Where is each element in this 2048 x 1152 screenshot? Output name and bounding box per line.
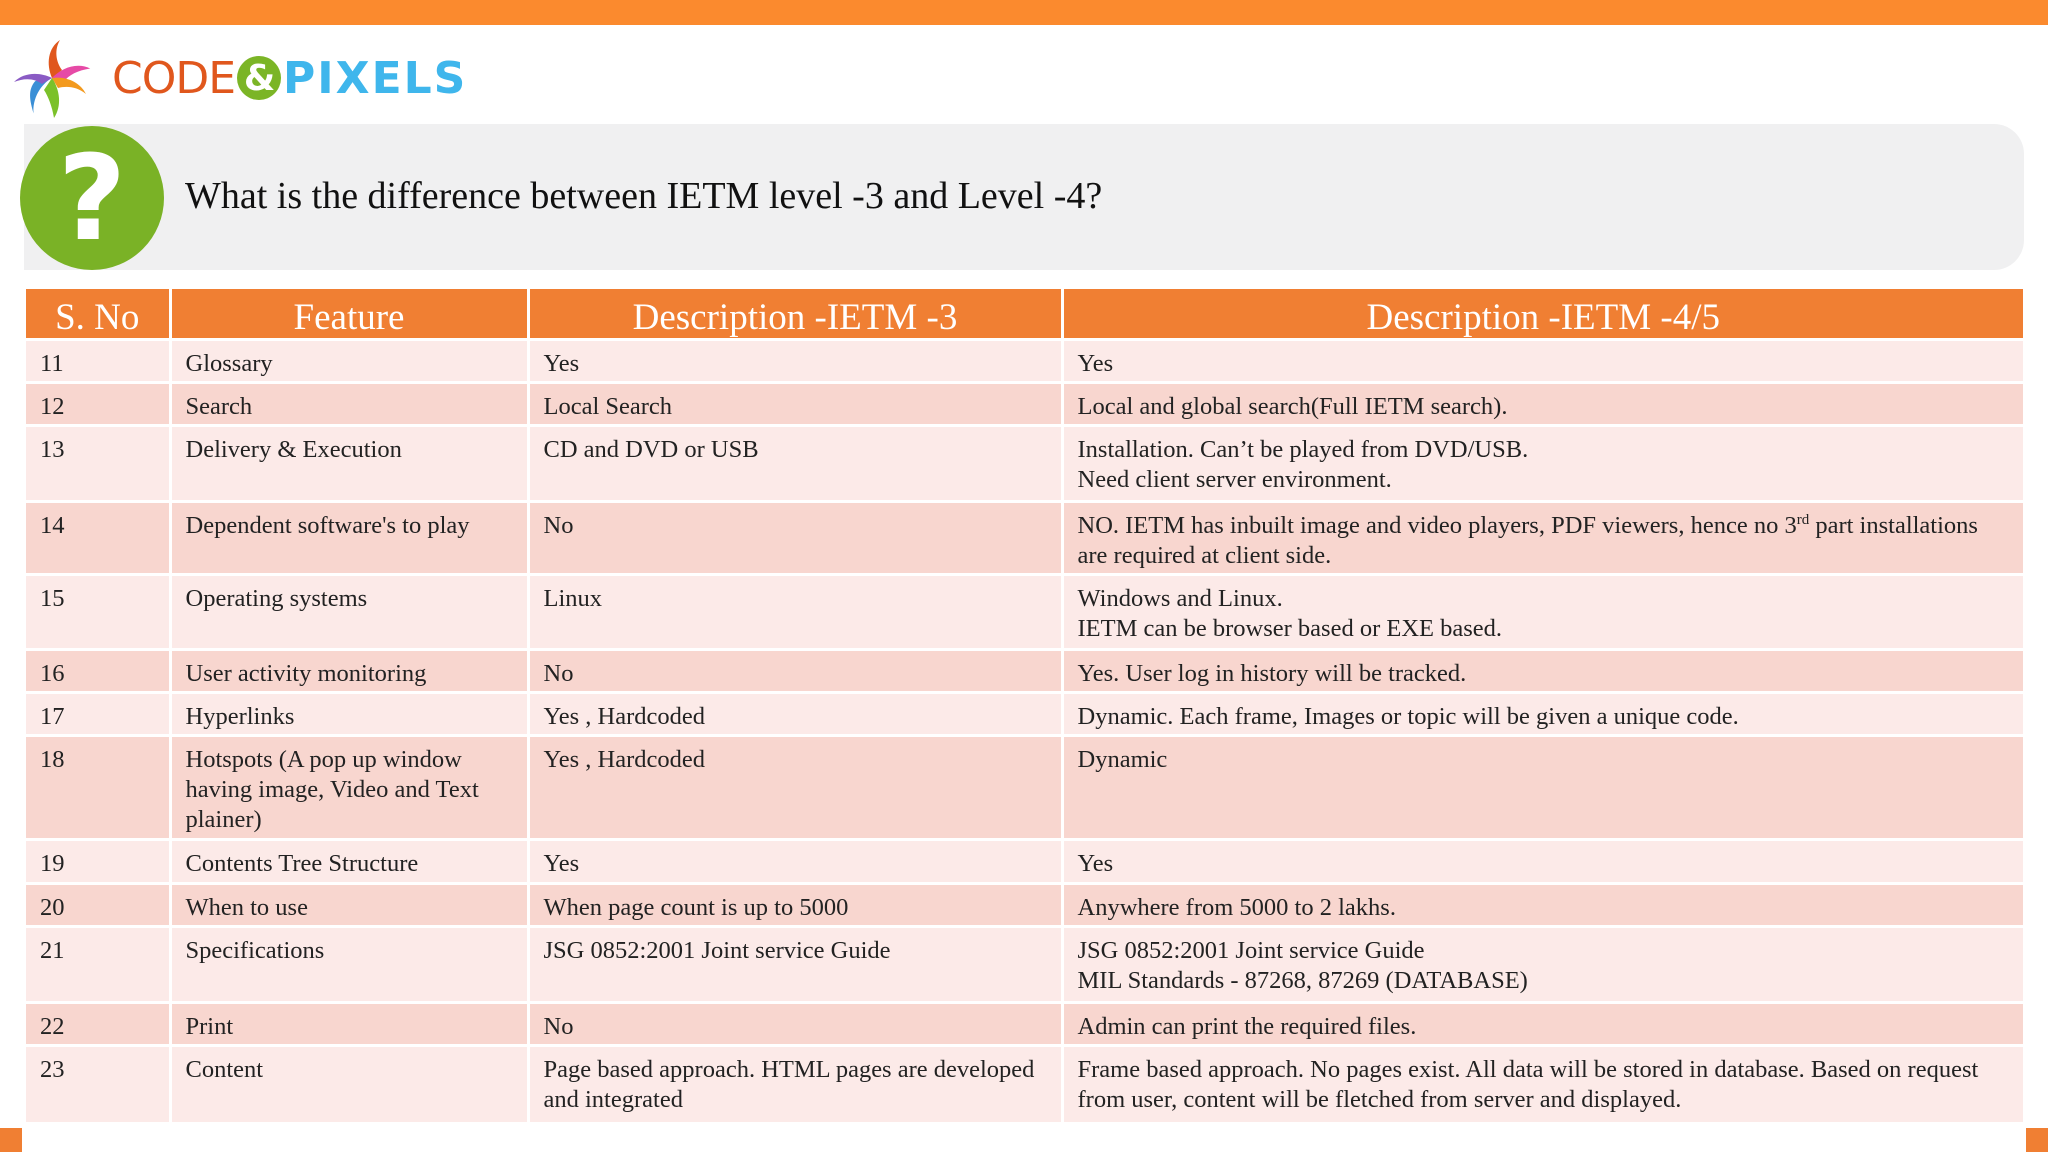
cell-ietm3: JSG 0852:2001 Joint service Guide [526, 925, 1062, 1003]
table-row: 22 Print No Admin can print the required fi… [26, 1001, 2023, 1046]
comparison-table: S. No Feature Description -IETM -3 Descr… [26, 289, 2023, 1122]
corner-accent-right [2026, 1128, 2048, 1152]
table-row: 15 Operating systems Linux Windows and Linu… [26, 573, 2023, 650]
cell-sno: 17 [26, 691, 170, 736]
question-title: What is the difference between IETM leve… [185, 175, 1103, 217]
cell-sno: 15 [26, 573, 170, 650]
cell-ietm3: Yes [526, 838, 1062, 884]
cell-sno: 19 [26, 838, 170, 884]
cell-text: part installations are required at clien… [1077, 512, 1978, 569]
cell-ietm3: Local Search [526, 381, 1062, 426]
cell-sno: 18 [26, 734, 170, 840]
cell-feature: Operating systems [168, 573, 528, 650]
logo-code-text: CODE [112, 52, 236, 104]
cell-sno: 23 [26, 1044, 170, 1122]
cell-ietm3: Yes , Hardcoded [526, 734, 1062, 840]
logo-wordmark: CODE & PIXELS [112, 53, 467, 104]
cell-sno: 20 [26, 882, 170, 927]
cell-ietm45: Admin can print the required files. [1060, 1001, 2023, 1046]
cell-feature: Print [168, 1001, 528, 1046]
cell-ietm3: When page count is up to 5000 [526, 882, 1062, 927]
superscript: rd [1796, 511, 1810, 528]
cell-feature: Hyperlinks [168, 691, 528, 736]
cell-ietm45: JSG 0852:2001 Joint service Guide MIL St… [1060, 925, 2023, 1003]
table-row: 19 Contents Tree Structure Yes Yes [26, 838, 2023, 884]
cell-ietm45: Installation. Can’t be played from DVD/U… [1060, 424, 2023, 502]
question-mark-icon: ? [20, 126, 164, 270]
corner-accent-left [0, 1128, 22, 1152]
cell-ietm45: Yes [1060, 338, 2023, 383]
logo-ampersand: & [237, 56, 282, 100]
cell-sno: 21 [26, 925, 170, 1003]
cell-feature: Specifications [168, 925, 528, 1003]
cell-feature: Content [168, 1044, 528, 1122]
top-accent-bar [0, 0, 2048, 25]
header-feature: Feature [168, 289, 528, 340]
cell-ietm45: Anywhere from 5000 to 2 lakhs. [1060, 882, 2023, 927]
table-row: 16 User activity monitoring No Yes. User lo… [26, 648, 2023, 693]
header-ietm3: Description -IETM -3 [526, 289, 1062, 340]
cell-ietm45: NO. IETM has inbuilt image and video pla… [1060, 500, 2023, 575]
header-ietm45: Description -IETM -4/5 [1060, 289, 2023, 340]
cell-sno: 12 [26, 381, 170, 426]
cell-ietm45: Yes. User log in history will be tracked… [1060, 648, 2023, 693]
cell-feature: When to use [168, 882, 528, 927]
cell-feature: Dependent software's to play [168, 500, 528, 575]
cell-feature: Contents Tree Structure [168, 838, 528, 884]
cell-feature: User activity monitoring [168, 648, 528, 693]
table-row: 11 Glossary Yes Yes [26, 338, 2023, 383]
cell-ietm3: Yes , Hardcoded [526, 691, 1062, 736]
table-row: 18 Hotspots (A pop up window having image… [26, 734, 2023, 840]
cell-ietm45: Windows and Linux. IETM can be browser b… [1060, 573, 2023, 650]
table-row: 12 Search Local Search Local and global sea… [26, 381, 2023, 426]
cell-ietm45: Yes [1060, 838, 2023, 884]
cell-ietm3: No [526, 648, 1062, 693]
cell-ietm3: Yes [526, 338, 1062, 383]
cell-ietm45: Local and global search(Full IETM search… [1060, 381, 2023, 426]
question-banner [24, 124, 2024, 270]
cell-sno: 13 [26, 424, 170, 502]
table-row: 13 Delivery & Execution CD and DVD or USB I… [26, 424, 2023, 502]
cell-text: NO. IETM has inbuilt image and video pla… [1077, 512, 1797, 539]
table-row: 21 Specifications JSG 0852:2001 Joint serv… [26, 925, 2023, 1003]
logo-pixels-text: PIXELS [283, 52, 468, 104]
table-row: 20 When to use When page count is up to 50… [26, 882, 2023, 927]
cell-feature: Search [168, 381, 528, 426]
table-row: 17 Hyperlinks Yes , Hardcoded Dynamic. Each… [26, 691, 2023, 736]
cell-ietm45: Dynamic. Each frame, Images or topic wil… [1060, 691, 2023, 736]
cell-sno: 16 [26, 648, 170, 693]
cell-ietm3: No [526, 500, 1062, 575]
cell-ietm45: Dynamic [1060, 734, 2023, 840]
table-row: 14 Dependent software's to play No NO. IETM… [26, 500, 2023, 575]
table-header-row: S. No Feature Description -IETM -3 Descr… [26, 289, 2023, 340]
cell-feature: Delivery & Execution [168, 424, 528, 502]
cell-feature: Glossary [168, 338, 528, 383]
cell-ietm3: Linux [526, 573, 1062, 650]
cell-sno: 11 [26, 338, 170, 383]
cell-sno: 22 [26, 1001, 170, 1046]
header-sno: S. No [26, 289, 170, 340]
cell-ietm3: CD and DVD or USB [526, 424, 1062, 502]
table-row: 23 Content Page based approach. HTML pages… [26, 1044, 2023, 1122]
cell-ietm3: Page based approach. HTML pages are deve… [526, 1044, 1062, 1122]
cell-feature: Hotspots (A pop up window having image, … [168, 734, 528, 840]
cell-ietm3: No [526, 1001, 1062, 1046]
cell-ietm45: Frame based approach. No pages exist. Al… [1060, 1044, 2023, 1122]
pinwheel-logo-icon [14, 40, 91, 118]
cell-sno: 14 [26, 500, 170, 575]
code-and-pixels-logo: CODE & PIXELS [10, 36, 467, 120]
